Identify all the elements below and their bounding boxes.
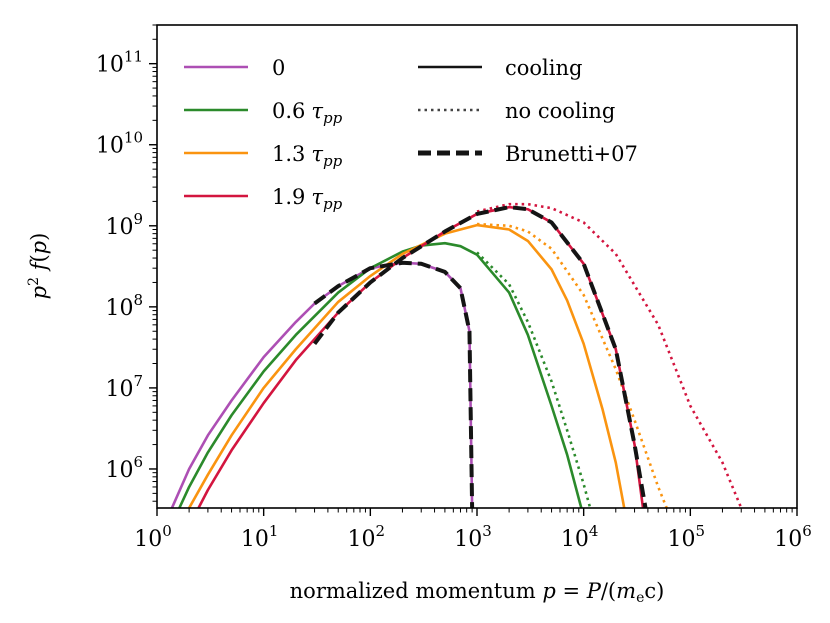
legend-label-3-tau: τ: [311, 185, 323, 209]
x-tick-label-2: 102: [348, 522, 386, 552]
legend-label-2-sub: pp: [323, 152, 343, 170]
y-tick-label-3: 109: [105, 210, 143, 240]
legend-label-2: 1.3 τpp: [272, 142, 343, 170]
y-axis-label-p: p: [27, 286, 51, 299]
x-axis-label-open: /(: [601, 579, 616, 603]
y-tick-label-2: 108: [105, 291, 143, 321]
legend-style-label-brunetti: Brunetti+07: [505, 142, 638, 166]
series-line-2: [476, 251, 592, 508]
legend: 0 0.6 τpp 1.3 τpp 1.9 τpp cooling no coolin…: [184, 56, 638, 213]
legend-style-label-cooling: cooling: [505, 56, 582, 80]
series-line-6: [476, 202, 743, 508]
y-axis-label-p2: p: [27, 241, 51, 254]
x-axis-label-sub-e: e: [636, 590, 644, 606]
x-axis-label-eq: =: [556, 579, 587, 603]
y-tick-label-4: 1010: [96, 129, 143, 159]
y-tick-label-0: 106: [105, 453, 143, 483]
x-axis-label-m: m: [616, 579, 636, 603]
legend-label-1-tau: τ: [311, 99, 323, 123]
series-layer: [170, 202, 743, 508]
series-line-3: [187, 223, 626, 508]
y-tick-label-5: 1011: [96, 48, 143, 78]
legend-label-2-value: 1.3: [272, 142, 305, 166]
legend-label-1: 0.6 τpp: [272, 99, 343, 127]
legend-label-0-value: 0: [272, 56, 285, 80]
legend-style-label-no-cooling: no cooling: [505, 99, 615, 123]
x-axis-label: normalized momentum p = P/(mec): [290, 579, 665, 606]
legend-label-0: 0: [272, 56, 285, 80]
legend-label-1-value: 0.6: [272, 99, 305, 123]
legend-label-1-sub: pp: [323, 109, 343, 127]
x-axis-label-P: P: [586, 579, 602, 603]
y-axis-label: p2 f(p): [26, 233, 51, 300]
legend-label-3-value: 1.9: [272, 185, 305, 209]
x-axis-label-close: c): [644, 579, 664, 603]
plot-area: [157, 25, 797, 508]
x-tick-label-3: 103: [454, 522, 492, 552]
legend-label-3: 1.9 τpp: [272, 185, 343, 213]
series-line-8: [312, 205, 648, 508]
x-axis-label-text: normalized momentum: [290, 579, 543, 603]
x-tick-label-4: 104: [561, 522, 599, 552]
y-axis-label-f: f: [27, 259, 51, 277]
y-tick-label-1: 107: [105, 372, 143, 402]
x-tick-label-0: 100: [134, 522, 172, 552]
x-tick-label-1: 101: [241, 522, 279, 552]
y-axis-label-sup: 2: [26, 277, 42, 286]
ticks-layer: 100 101 102 103 104 105 106 106 107 108 109 1010 101…: [96, 24, 812, 552]
x-tick-label-5: 105: [668, 522, 706, 552]
series-line-7: [313, 260, 475, 508]
x-axis-label-p: p: [542, 579, 555, 603]
series-line-4: [476, 222, 668, 508]
legend-label-2-tau: τ: [311, 142, 323, 166]
x-tick-label-6: 106: [774, 522, 812, 552]
y-axis-label-open: (: [27, 254, 51, 262]
y-axis-label-close: ): [27, 233, 51, 241]
legend-label-3-sub: pp: [323, 195, 343, 213]
